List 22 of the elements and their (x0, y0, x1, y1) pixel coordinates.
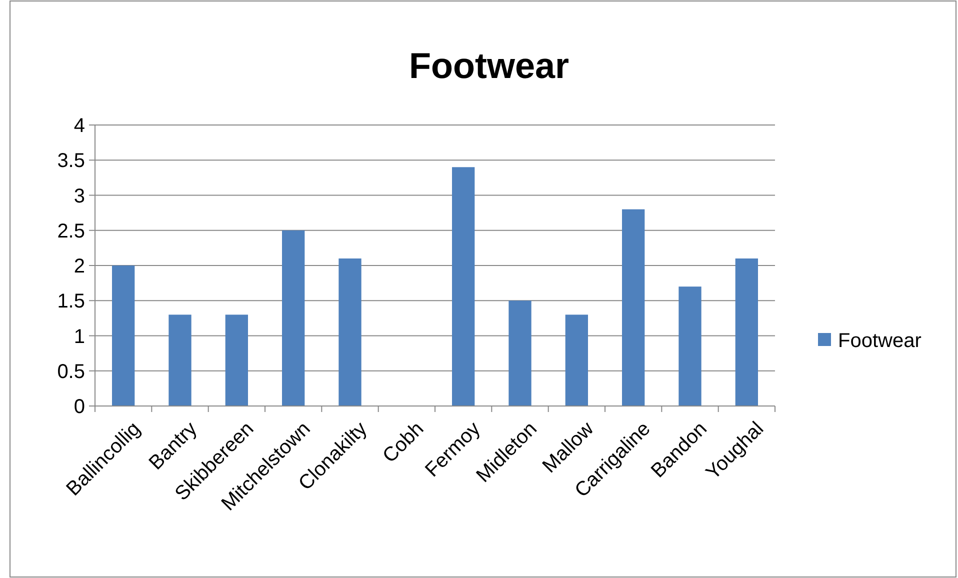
y-tick-label: 2.5 (57, 220, 85, 242)
bar (622, 209, 645, 406)
bar (112, 266, 135, 406)
y-tick-label: 1.5 (57, 290, 85, 313)
bar (338, 258, 362, 406)
bar (282, 230, 305, 406)
legend-label: Footwear (838, 330, 922, 352)
bar (452, 167, 475, 406)
y-tick-label: 0.5 (57, 360, 85, 383)
y-tick-label: 0 (74, 396, 85, 418)
y-tick-label: 1 (74, 326, 85, 348)
bar (678, 286, 702, 406)
bar (508, 300, 532, 406)
bar (168, 314, 192, 406)
bar (225, 314, 248, 406)
bar (735, 258, 758, 406)
bar (565, 314, 588, 406)
y-tick-label: 3 (74, 185, 85, 208)
y-tick-label: 4 (74, 115, 85, 137)
y-tick-label: 3.5 (57, 150, 85, 172)
y-tick-label: 2 (74, 256, 85, 278)
chart-title: Footwear (408, 45, 570, 86)
